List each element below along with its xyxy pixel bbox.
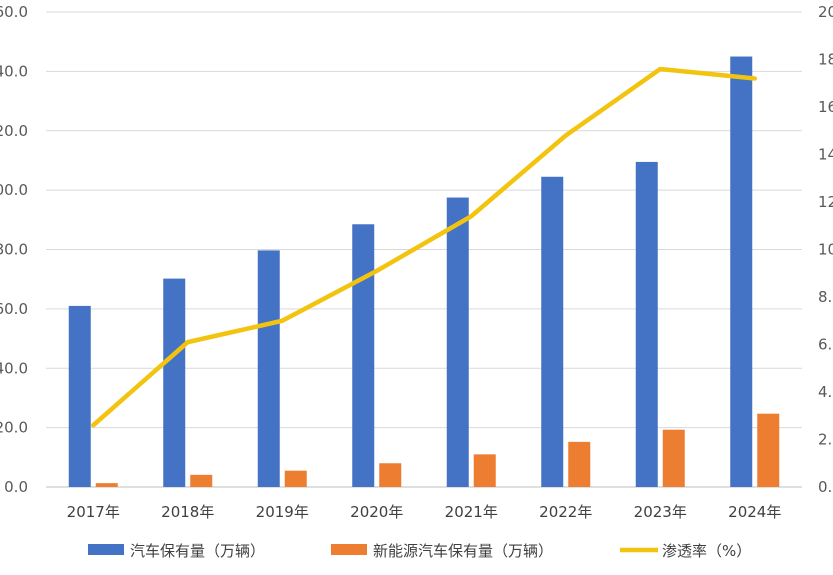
right-tick-label: 18.0 xyxy=(818,51,833,69)
right-axis: 0.0 2.0 4.0 6.0 8.0 10.0 12.0 14.0 16.0 18.0 20.0 xyxy=(818,3,833,496)
bar xyxy=(95,483,118,487)
bar xyxy=(284,470,307,487)
bar xyxy=(568,441,591,487)
legend-label: 汽车保有量（万辆） xyxy=(130,542,265,560)
category-label: 2022年 xyxy=(539,503,592,521)
right-tick-label: 8.0 xyxy=(818,288,833,306)
category-label: 2020年 xyxy=(350,503,403,521)
left-tick-label: 140.0 xyxy=(0,62,28,80)
left-tick-label: 0.0 xyxy=(4,478,28,496)
bar xyxy=(635,161,658,487)
bar xyxy=(730,56,753,487)
bar xyxy=(757,413,780,487)
bar xyxy=(473,454,496,487)
bar xyxy=(257,250,280,487)
category-label: 2023年 xyxy=(634,503,687,521)
category-label: 2017年 xyxy=(67,503,120,521)
right-tick-label: 12.0 xyxy=(818,193,833,211)
legend-swatch xyxy=(331,544,367,555)
category-label: 2021年 xyxy=(445,503,498,521)
gridlines xyxy=(46,11,802,488)
bar xyxy=(446,197,469,487)
left-tick-label: 100.0 xyxy=(0,181,28,199)
right-tick-label: 6.0 xyxy=(818,336,833,354)
bar xyxy=(68,305,91,487)
right-tick-label: 4.0 xyxy=(818,383,833,401)
right-tick-label: 0.0 xyxy=(818,478,833,496)
bar xyxy=(541,176,564,487)
left-tick-label: 40.0 xyxy=(0,359,28,377)
left-tick-label: 80.0 xyxy=(0,241,28,259)
left-tick-label: 160.0 xyxy=(0,3,28,21)
right-tick-label: 14.0 xyxy=(818,146,833,164)
penetration-line xyxy=(91,66,757,428)
left-tick-label: 20.0 xyxy=(0,419,28,437)
right-tick-label: 16.0 xyxy=(818,98,833,116)
right-tick-label: 2.0 xyxy=(818,431,833,449)
bar xyxy=(662,429,685,487)
category-label: 2018年 xyxy=(161,503,214,521)
category-axis: 2017年 2018年 2019年 2020年 2021年 2022年 2023年 2024年 xyxy=(67,503,782,521)
bar xyxy=(352,224,375,487)
category-label: 2019年 xyxy=(256,503,309,521)
bars xyxy=(68,56,780,487)
right-tick-label: 20.0 xyxy=(818,3,833,21)
series-line xyxy=(91,66,757,428)
bar xyxy=(379,463,402,487)
legend-swatch xyxy=(88,544,124,555)
left-axis: 0.0 20.0 40.0 60.0 80.0 100.0 120.0 140.0 160.0 xyxy=(0,3,28,496)
left-tick-label: 60.0 xyxy=(0,300,28,318)
legend-label: 新能源汽车保有量（万辆） xyxy=(373,542,553,560)
legend-label: 渗透率（%） xyxy=(662,542,751,560)
left-tick-label: 120.0 xyxy=(0,122,28,140)
right-tick-label: 10.0 xyxy=(818,241,833,259)
bar xyxy=(190,474,213,487)
bar xyxy=(163,278,186,487)
category-label: 2024年 xyxy=(728,503,781,521)
legend: 汽车保有量（万辆） 新能源汽车保有量（万辆） 渗透率（%） xyxy=(88,542,751,560)
